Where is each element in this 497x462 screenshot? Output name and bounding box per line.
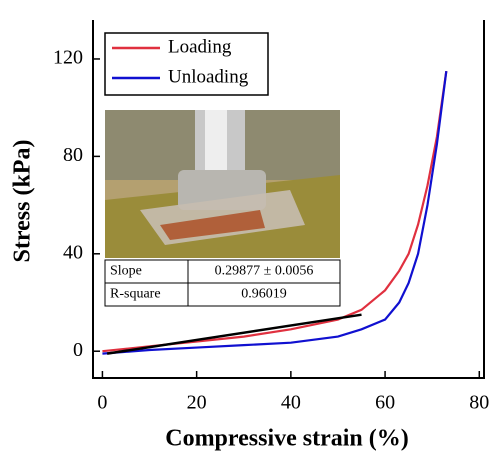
- axes: [92, 20, 485, 379]
- table-cell: R-square: [110, 287, 161, 302]
- x-axis-label: Compressive strain (%): [165, 426, 409, 452]
- table-cell: 0.29877 ± 0.0056: [215, 264, 314, 279]
- x-tick-label: 60: [375, 392, 395, 414]
- fit-line: [106, 313, 362, 355]
- x-tick-label: 0: [97, 392, 107, 414]
- legend-label: Loading: [168, 36, 232, 57]
- x-tick-label: 20: [187, 392, 207, 414]
- legend-box: [104, 32, 269, 96]
- inset-table: Slope 0.29877 ± 0.0056 R-square 0.96019: [104, 259, 341, 307]
- y-tick-label: 120: [53, 47, 83, 69]
- table-cell: Slope: [110, 264, 142, 279]
- data-line: [102, 71, 448, 355]
- legend-label: Unloading: [168, 66, 249, 87]
- inset-photo: [105, 110, 340, 258]
- y-axis-label: Stress (kPa): [10, 140, 36, 263]
- y-tick-label: 40: [63, 241, 83, 263]
- y-tick-label: 80: [63, 144, 83, 166]
- x-tick-label: 40: [281, 392, 301, 414]
- y-tick-label: 0: [73, 339, 83, 361]
- table-cell: 0.96019: [241, 287, 287, 302]
- x-tick-label: 80: [469, 392, 489, 414]
- data-line: [102, 70, 448, 353]
